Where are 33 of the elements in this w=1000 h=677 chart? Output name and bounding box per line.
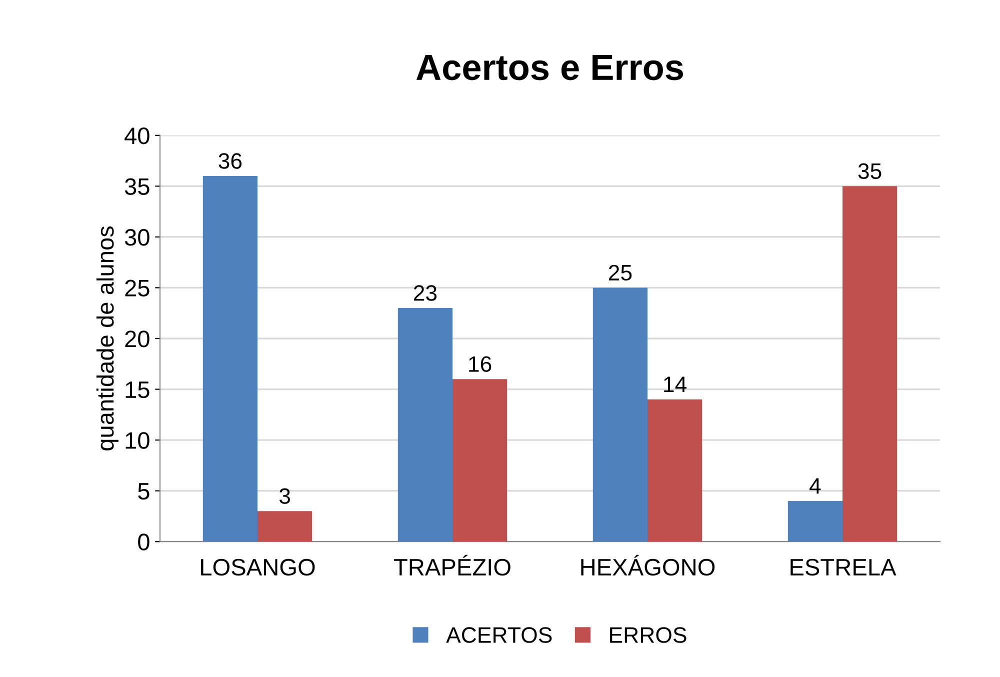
bar [648,399,702,542]
bar [202,176,258,542]
y-tick-label: 15 [126,382,150,398]
y-tick-label: 25 [125,280,150,297]
data-label: 14 [664,376,687,392]
data-label: 16 [469,356,492,372]
bar [842,186,898,542]
data-label: 3 [279,488,290,504]
bar [592,288,648,542]
x-tick-label: HEXÁGONO [581,554,715,576]
y-tick-label: 0 [138,534,150,550]
x-tick-label: LOSANGO [201,558,315,576]
bar [788,500,842,542]
bar [258,511,312,542]
y-tick-label: 5 [138,483,150,500]
y-tick-label: 30 [124,229,150,246]
y-tick-label: 20 [125,330,150,348]
chart-title: Acertos e Erros [416,55,683,80]
legend-label: ERROS [610,627,686,643]
data-label: 4 [810,478,821,494]
data-label: 36 [218,153,242,169]
data-label: 35 [858,163,882,180]
y-tick-label: 35 [124,178,150,195]
legend-label: ACERTOS [446,627,552,643]
x-tick-label: TRAPÉZIO [394,554,510,576]
y-axis-title: quantidade de alunos [96,226,118,450]
data-label: 23 [414,285,437,301]
y-tick-label: 40 [124,127,150,144]
data-label: 25 [608,264,632,281]
y-tick-label: 10 [126,432,150,449]
bar [398,308,452,542]
bar [452,379,508,542]
x-tick-label: ESTRELA [790,558,896,576]
